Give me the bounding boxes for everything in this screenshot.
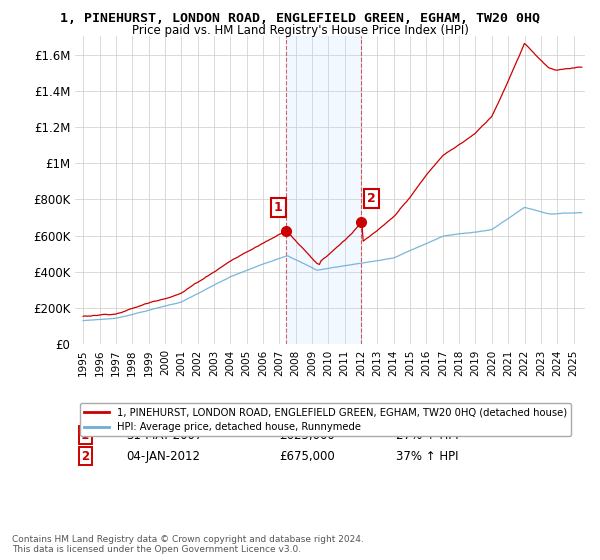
Text: Contains HM Land Registry data © Crown copyright and database right 2024.
This d: Contains HM Land Registry data © Crown c… <box>12 535 364 554</box>
Text: 27% ↑ HPI: 27% ↑ HPI <box>397 429 459 442</box>
Text: 31-MAY-2007: 31-MAY-2007 <box>126 429 202 442</box>
Text: 37% ↑ HPI: 37% ↑ HPI <box>397 450 459 463</box>
Legend: 1, PINEHURST, LONDON ROAD, ENGLEFIELD GREEN, EGHAM, TW20 0HQ (detached house), H: 1, PINEHURST, LONDON ROAD, ENGLEFIELD GR… <box>80 403 571 436</box>
Text: 04-JAN-2012: 04-JAN-2012 <box>126 450 200 463</box>
Text: £675,000: £675,000 <box>279 450 335 463</box>
Text: 1: 1 <box>81 429 89 442</box>
Text: 2: 2 <box>367 192 376 205</box>
Text: £625,000: £625,000 <box>279 429 335 442</box>
Bar <box>286 36 361 344</box>
Text: 1, PINEHURST, LONDON ROAD, ENGLEFIELD GREEN, EGHAM, TW20 0HQ: 1, PINEHURST, LONDON ROAD, ENGLEFIELD GR… <box>60 12 540 25</box>
Text: Price paid vs. HM Land Registry's House Price Index (HPI): Price paid vs. HM Land Registry's House … <box>131 24 469 37</box>
Text: 2: 2 <box>81 450 89 463</box>
Text: 1: 1 <box>274 201 283 214</box>
